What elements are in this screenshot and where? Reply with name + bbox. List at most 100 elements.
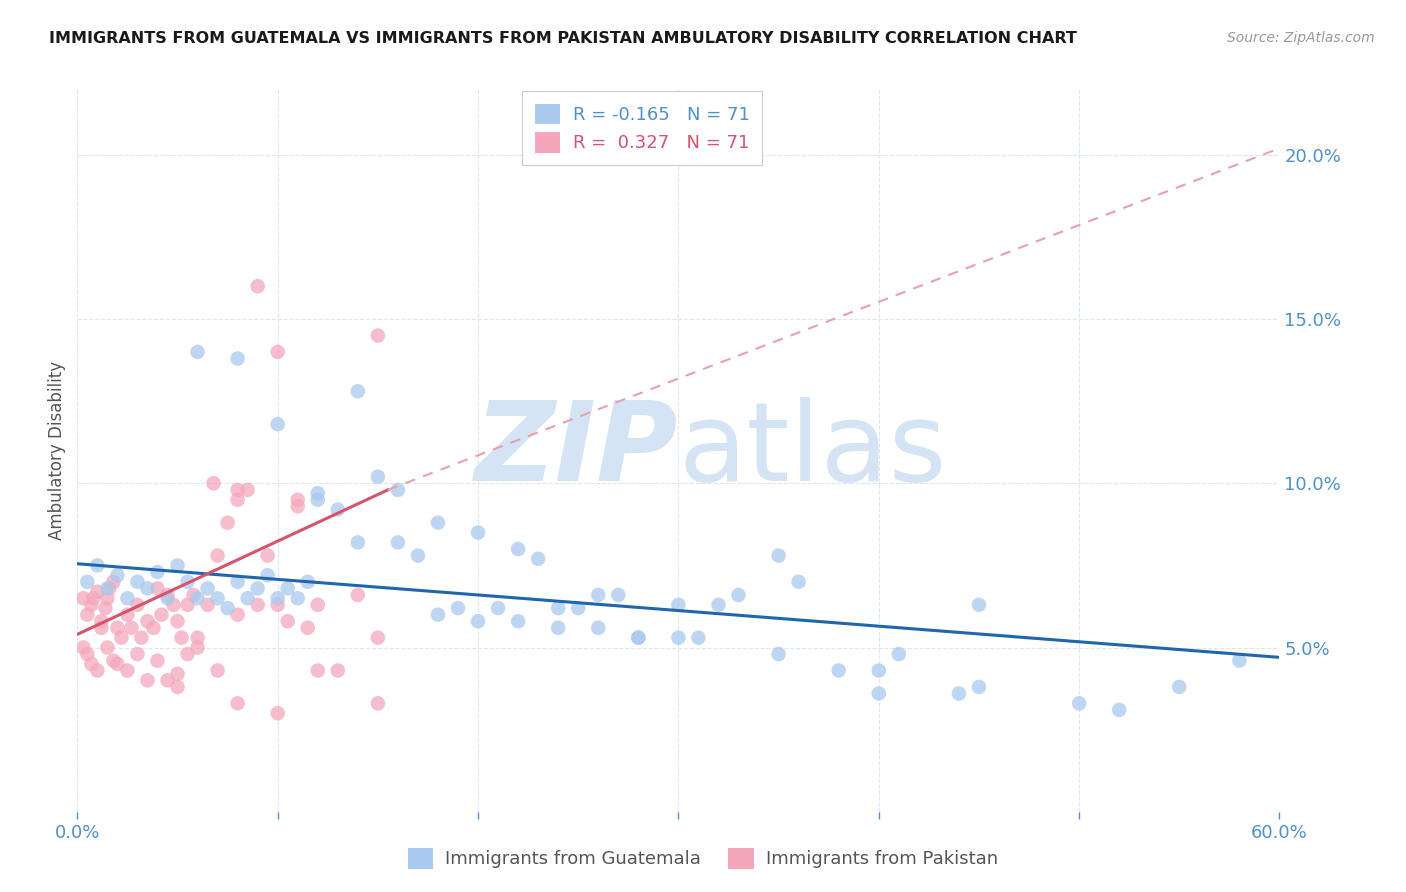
Point — [117, 607, 139, 622]
Point — [96, 582, 118, 596]
Point — [347, 535, 370, 549]
Point — [186, 640, 209, 655]
Point — [136, 614, 159, 628]
Point — [207, 591, 229, 606]
Point — [86, 558, 108, 573]
Point — [107, 657, 129, 671]
Point — [127, 647, 149, 661]
Point — [226, 492, 249, 507]
Point — [197, 598, 219, 612]
Point — [1069, 696, 1091, 710]
Point — [226, 696, 249, 710]
Point — [80, 657, 103, 671]
Point — [627, 631, 650, 645]
Point — [287, 500, 309, 514]
Point — [90, 614, 112, 628]
Point — [236, 591, 259, 606]
Point — [142, 621, 165, 635]
Point — [117, 664, 139, 678]
Point — [96, 591, 118, 606]
Point — [427, 516, 450, 530]
Point — [103, 574, 125, 589]
Point — [127, 598, 149, 612]
Point — [307, 492, 329, 507]
Point — [267, 706, 290, 721]
Point — [94, 601, 117, 615]
Point — [202, 476, 225, 491]
Point — [146, 582, 169, 596]
Point — [668, 598, 690, 612]
Point — [267, 598, 290, 612]
Point — [86, 584, 108, 599]
Point — [307, 486, 329, 500]
Point — [1229, 654, 1251, 668]
Point — [267, 591, 290, 606]
Point — [107, 621, 129, 635]
Point — [236, 483, 259, 497]
Point — [508, 541, 530, 556]
Point — [347, 588, 370, 602]
Y-axis label: Ambulatory Disability: Ambulatory Disability — [48, 361, 66, 540]
Point — [166, 680, 188, 694]
Point — [668, 631, 690, 645]
Point — [427, 607, 450, 622]
Point — [156, 591, 179, 606]
Point — [110, 631, 132, 645]
Point — [207, 549, 229, 563]
Point — [166, 558, 188, 573]
Point — [162, 598, 184, 612]
Point — [486, 601, 509, 615]
Point — [246, 279, 269, 293]
Point — [107, 568, 129, 582]
Point — [186, 631, 209, 645]
Point — [127, 574, 149, 589]
Point — [607, 588, 630, 602]
Point — [217, 516, 239, 530]
Text: Source: ZipAtlas.com: Source: ZipAtlas.com — [1227, 31, 1375, 45]
Point — [287, 591, 309, 606]
Point — [967, 598, 990, 612]
Point — [170, 631, 193, 645]
Point — [267, 417, 290, 432]
Point — [246, 598, 269, 612]
Point — [1168, 680, 1191, 694]
Point — [150, 607, 173, 622]
Point — [146, 565, 169, 579]
Point — [136, 582, 159, 596]
Point — [166, 614, 188, 628]
Point — [117, 591, 139, 606]
Point — [277, 582, 299, 596]
Point — [727, 588, 749, 602]
Point — [967, 680, 990, 694]
Point — [72, 640, 94, 655]
Point — [166, 666, 188, 681]
Point — [868, 686, 890, 700]
Point — [246, 582, 269, 596]
Point — [176, 598, 198, 612]
Point — [146, 654, 169, 668]
Point — [90, 621, 112, 635]
Point — [707, 598, 730, 612]
Point — [76, 647, 98, 661]
Point — [72, 591, 94, 606]
Text: IMMIGRANTS FROM GUATEMALA VS IMMIGRANTS FROM PAKISTAN AMBULATORY DISABILITY CORR: IMMIGRANTS FROM GUATEMALA VS IMMIGRANTS … — [49, 31, 1077, 46]
Point — [156, 588, 179, 602]
Point — [297, 621, 319, 635]
Point — [387, 483, 409, 497]
Point — [508, 614, 530, 628]
Point — [307, 598, 329, 612]
Point — [176, 647, 198, 661]
Point — [131, 631, 153, 645]
Point — [768, 647, 790, 661]
Text: ZIP: ZIP — [475, 397, 679, 504]
Point — [688, 631, 710, 645]
Legend: R = -0.165   N = 71, R =  0.327   N = 71: R = -0.165 N = 71, R = 0.327 N = 71 — [522, 91, 762, 165]
Point — [787, 574, 810, 589]
Point — [347, 384, 370, 399]
Point — [186, 591, 209, 606]
Point — [828, 664, 851, 678]
Point — [86, 664, 108, 678]
Point — [183, 588, 205, 602]
Point — [256, 568, 278, 582]
Point — [277, 614, 299, 628]
